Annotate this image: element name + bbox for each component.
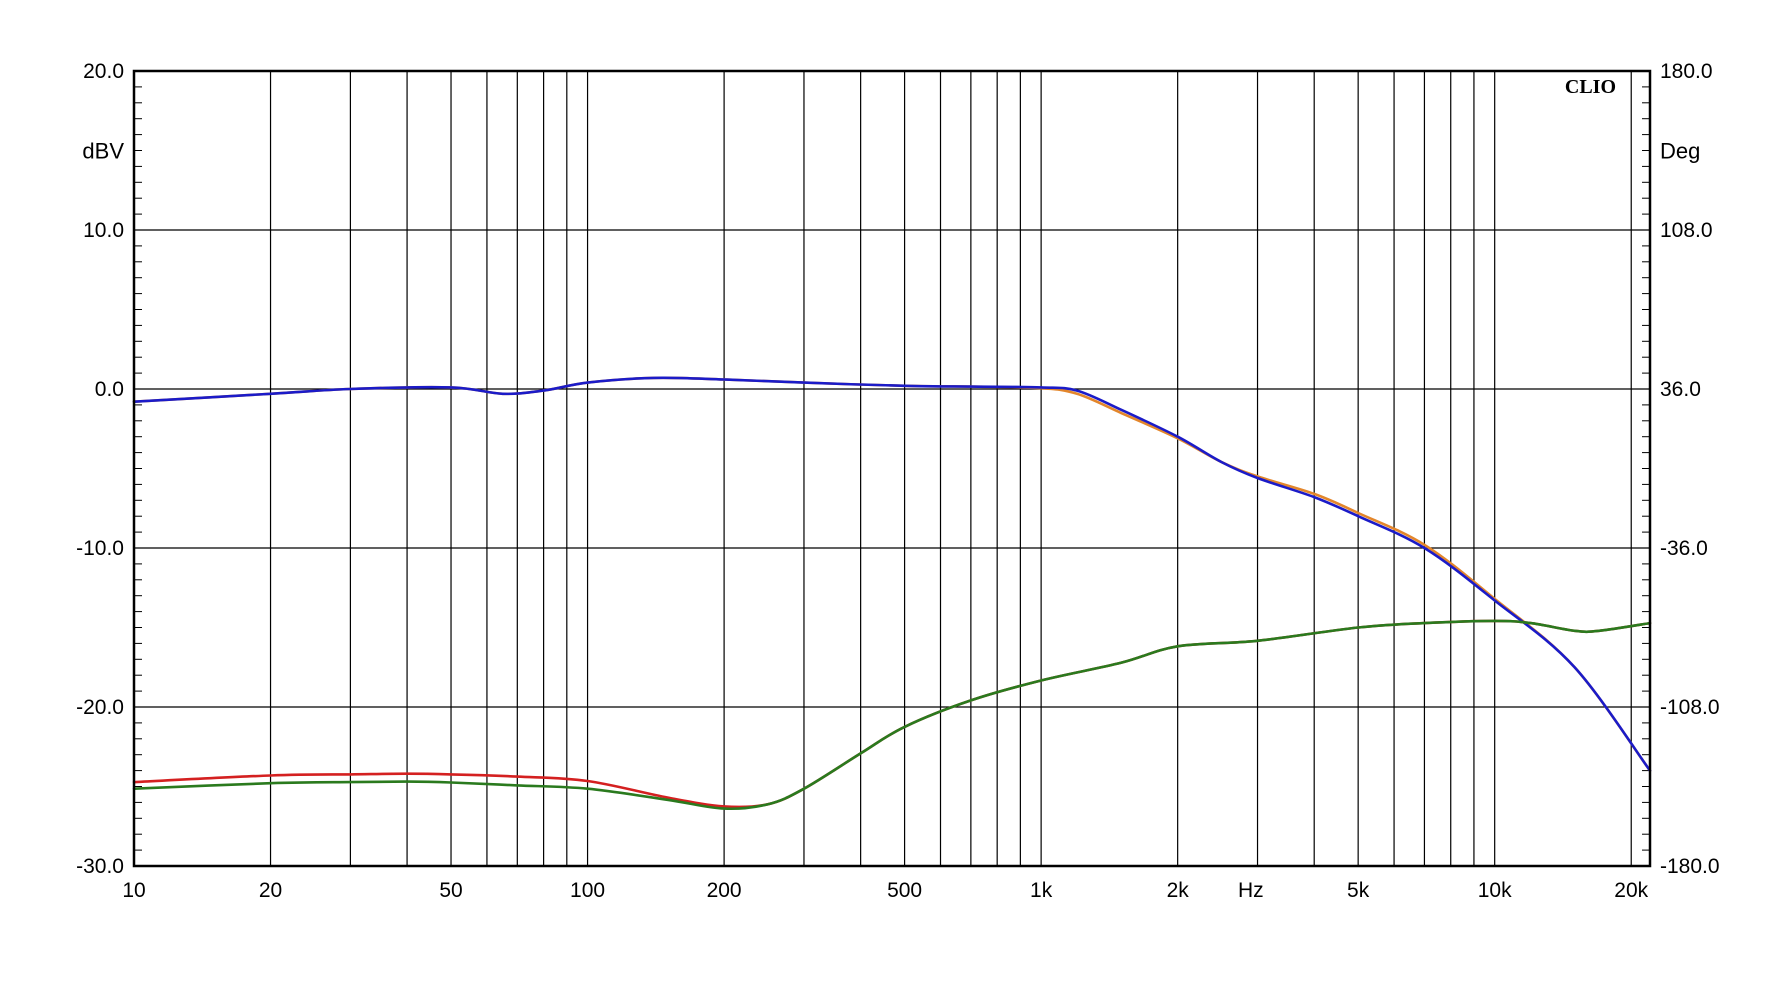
grid-major: [134, 71, 1650, 866]
x-tick-label: 2k: [1167, 879, 1190, 902]
y-left-tick-label: 10.0: [83, 219, 124, 242]
x-axis-ticks: 10 20 50 100 200 500 1k 2k 5k 10k 20k: [122, 879, 1648, 902]
x-tick-label: 10k: [1478, 879, 1512, 902]
clio-brand-label: CLIO: [1565, 76, 1616, 98]
x-tick-label: 20k: [1614, 879, 1648, 902]
x-tick-label: 1k: [1030, 879, 1053, 902]
series-layer: [132, 376, 1652, 811]
plot-frame: [132, 69, 1652, 868]
x-tick-label: 50: [439, 879, 462, 902]
x-tick-label: 5k: [1347, 879, 1370, 902]
y-left-tick-label: 20.0: [83, 60, 124, 83]
series-line-4: [132, 619, 1652, 811]
x-tick-label: 10: [122, 879, 145, 902]
x-tick-label: 20: [259, 879, 282, 902]
x-tick-label: 500: [887, 879, 922, 902]
y-left-tick-label: -30.0: [76, 855, 124, 878]
x-tick-label: 100: [570, 879, 605, 902]
y-right-tick-label: 180.0: [1660, 60, 1713, 83]
series-line-2: [132, 376, 1652, 772]
y-left-axis-label: dBV: [82, 139, 124, 164]
y-right-tick-label: -36.0: [1660, 537, 1708, 560]
y-left-tick-label: -20.0: [76, 696, 124, 719]
x-axis-unit-label: Hz: [1238, 879, 1264, 902]
y-right-axis-label: Deg: [1660, 139, 1700, 164]
x-tick-label: 200: [707, 879, 742, 902]
y-left-tick-label: 0.0: [95, 378, 124, 401]
y-right-tick-label: 36.0: [1660, 378, 1701, 401]
grid-minor: [134, 86, 1650, 851]
right-axis-ticks: 180.0 108.0 36.0 -36.0 -108.0 -180.0: [1660, 60, 1720, 878]
y-right-tick-label: -180.0: [1660, 855, 1720, 878]
y-right-tick-label: -108.0: [1660, 696, 1720, 719]
y-right-tick-label: 108.0: [1660, 219, 1713, 242]
y-left-tick-label: -10.0: [76, 537, 124, 560]
left-axis-ticks: 20.0 10.0 0.0 -10.0 -20.0 -30.0: [76, 60, 124, 878]
